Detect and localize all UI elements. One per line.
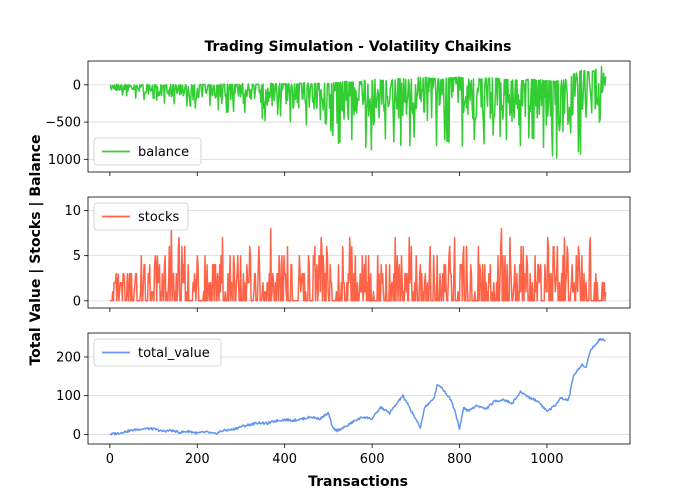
- y-tick-label: 0: [73, 294, 81, 309]
- y-tick-label: 0: [73, 78, 81, 93]
- legend: total_value: [93, 338, 222, 367]
- x-tick-label: 1000: [530, 452, 563, 467]
- x-tick-label: 0: [106, 452, 114, 467]
- legend-label: stocks: [138, 210, 179, 225]
- legend: stocks: [93, 202, 189, 231]
- x-tick-label: 600: [360, 452, 385, 467]
- y-tick-label: 1000: [48, 153, 81, 168]
- series-line-balance: [109, 65, 607, 159]
- y-tick-label: 10: [64, 204, 81, 219]
- y-axis-label: Total Value | Stocks | Balance: [28, 134, 44, 365]
- series-line-stocks: [109, 227, 607, 302]
- legend-label: total_value: [138, 346, 210, 361]
- x-axis-label: Transactions: [308, 474, 408, 490]
- y-tick-label: 0: [73, 428, 81, 443]
- subplot-total_value: 0 100 200 0 200 400 600 800 1000 total_value: [56, 332, 631, 467]
- legend-box: [93, 202, 189, 231]
- y-tick-label: −500: [45, 116, 81, 131]
- x-tick-label: 800: [447, 452, 472, 467]
- subplot-balance: 0 −500 1000 balance: [45, 60, 631, 176]
- legend-box: [93, 338, 222, 367]
- plot-frame: [87, 332, 631, 445]
- legend-box: [93, 137, 202, 166]
- plot-frame: [87, 196, 631, 309]
- series-line-total_value: [109, 337, 606, 436]
- y-tick-label: 200: [56, 350, 81, 365]
- plot-frame: [87, 60, 631, 173]
- y-tick-label: 100: [56, 389, 81, 404]
- x-tick-label: 400: [272, 452, 297, 467]
- x-tick-label: 200: [185, 452, 210, 467]
- y-tick-label: 5: [73, 249, 81, 264]
- chart-panels: 0 −500 1000 balance 0 5 10 stocks 0 100 200 0 200 400…: [45, 60, 631, 467]
- subplot-stocks: 0 5 10 stocks: [64, 196, 631, 312]
- legend-label: balance: [138, 145, 189, 160]
- legend: balance: [93, 137, 202, 166]
- chart-title: Trading Simulation - Volatility Chaikins: [205, 39, 512, 55]
